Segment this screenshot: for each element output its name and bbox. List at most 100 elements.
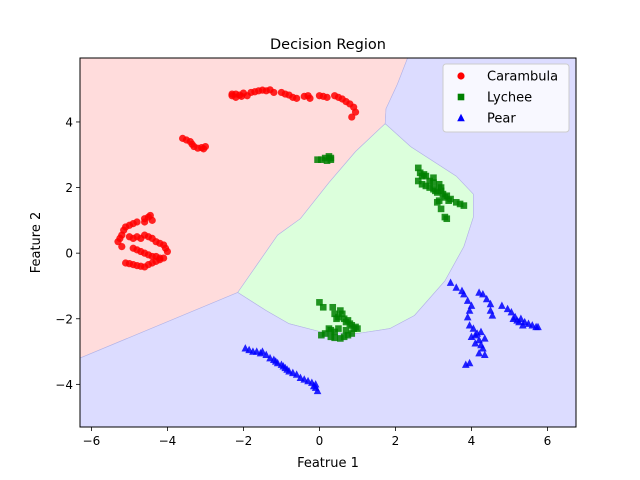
data-point — [435, 197, 443, 204]
series-carambula — [114, 86, 360, 271]
data-point — [114, 238, 122, 246]
data-point — [507, 308, 516, 316]
x-tick-label: 0 — [316, 434, 324, 448]
data-point — [498, 301, 506, 309]
x-axis-ticks: −6 −4 −2 0 2 4 6 — [83, 427, 552, 448]
data-point — [344, 331, 352, 339]
y-tick-label: −2 — [55, 312, 73, 326]
chart-title: Decision Region — [270, 37, 386, 53]
data-point — [503, 304, 512, 313]
data-point — [316, 299, 323, 306]
data-point — [292, 370, 301, 378]
x-tick-label: 2 — [392, 434, 400, 448]
data-point — [463, 296, 472, 304]
data-point — [141, 218, 149, 226]
data-point — [351, 108, 360, 116]
plot-frame — [79, 57, 577, 428]
data-point — [354, 325, 361, 332]
data-point — [325, 325, 333, 332]
data-point — [452, 199, 460, 206]
data-point — [515, 317, 523, 326]
data-point — [511, 312, 519, 321]
data-point — [335, 325, 342, 332]
data-point — [327, 333, 335, 341]
data-point — [311, 380, 320, 388]
x-tick-label: −4 — [159, 434, 177, 448]
data-point — [469, 324, 478, 332]
data-point — [480, 350, 489, 359]
legend-label-lychee: Lychee — [487, 91, 532, 106]
legend-marker-carambula — [457, 72, 465, 80]
data-point — [319, 303, 327, 311]
data-point — [460, 202, 468, 209]
data-point — [414, 164, 422, 172]
data-point — [482, 294, 491, 303]
legend-box — [442, 63, 570, 133]
data-point — [331, 310, 338, 318]
data-point — [321, 330, 329, 337]
data-point — [323, 93, 331, 101]
data-point — [338, 310, 346, 318]
data-point — [329, 303, 337, 311]
data-point — [422, 182, 430, 190]
data-point — [467, 332, 476, 340]
data-point — [237, 92, 246, 100]
data-point — [340, 333, 348, 341]
data-point — [456, 200, 464, 208]
data-point — [465, 321, 474, 329]
data-point — [471, 339, 480, 347]
data-point — [418, 180, 426, 188]
data-point — [337, 335, 344, 342]
data-point — [488, 311, 497, 319]
legend-marker-lychee — [457, 93, 465, 101]
data-point — [475, 349, 483, 357]
legend-marker-pear — [457, 113, 465, 122]
y-tick-label: 4 — [65, 115, 73, 129]
data-point — [318, 331, 325, 339]
data-point — [480, 334, 489, 342]
legend-label-pear: Pear — [487, 112, 516, 127]
data-point — [335, 313, 342, 321]
data-point — [433, 189, 441, 196]
data-point — [306, 94, 314, 102]
data-point — [160, 254, 168, 262]
data-point — [443, 192, 451, 200]
x-tick-label: −2 — [235, 434, 253, 448]
y-axis-ticks: −4 −2 0 2 4 — [55, 115, 80, 392]
data-point — [323, 157, 331, 164]
data-point — [163, 247, 172, 256]
data-point — [293, 94, 301, 102]
data-point — [437, 187, 445, 195]
data-point — [270, 88, 278, 97]
y-axis-label: Feature 2 — [29, 212, 44, 274]
region-pear — [80, 58, 576, 427]
data-point — [342, 326, 350, 334]
data-point — [534, 322, 542, 331]
data-point — [148, 216, 156, 224]
decision-regions — [80, 58, 576, 427]
data-point — [460, 289, 468, 298]
x-tick-label: 4 — [468, 434, 476, 448]
data-point — [479, 289, 487, 298]
data-point — [463, 312, 472, 321]
data-point — [420, 171, 428, 178]
x-tick-label: 6 — [544, 434, 552, 448]
x-tick-label: −6 — [83, 434, 101, 448]
data-point — [348, 330, 356, 337]
data-point — [461, 360, 470, 368]
data-point — [518, 321, 527, 329]
data-point — [331, 328, 338, 336]
data-point — [426, 184, 433, 191]
series-pear — [241, 278, 542, 395]
data-point — [331, 334, 338, 342]
data-point — [430, 179, 437, 186]
data-point — [199, 145, 208, 153]
y-tick-label: 0 — [65, 247, 73, 261]
data-point — [437, 205, 445, 213]
data-point — [414, 177, 422, 185]
data-point — [479, 344, 487, 352]
y-tick-label: −4 — [55, 378, 73, 392]
y-tick-label: 2 — [65, 181, 73, 195]
